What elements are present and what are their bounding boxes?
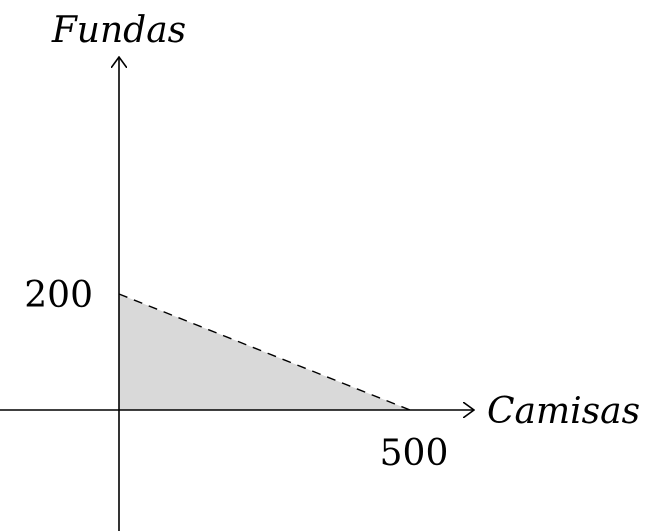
feasible-region [119, 294, 410, 410]
y-tick-label-200: 200 [24, 275, 93, 316]
x-axis-label: Camisas [487, 391, 640, 432]
x-tick-label-500: 500 [380, 433, 449, 474]
constraint-line [118, 293, 411, 411]
y-axis-label: Fundas [51, 10, 186, 51]
